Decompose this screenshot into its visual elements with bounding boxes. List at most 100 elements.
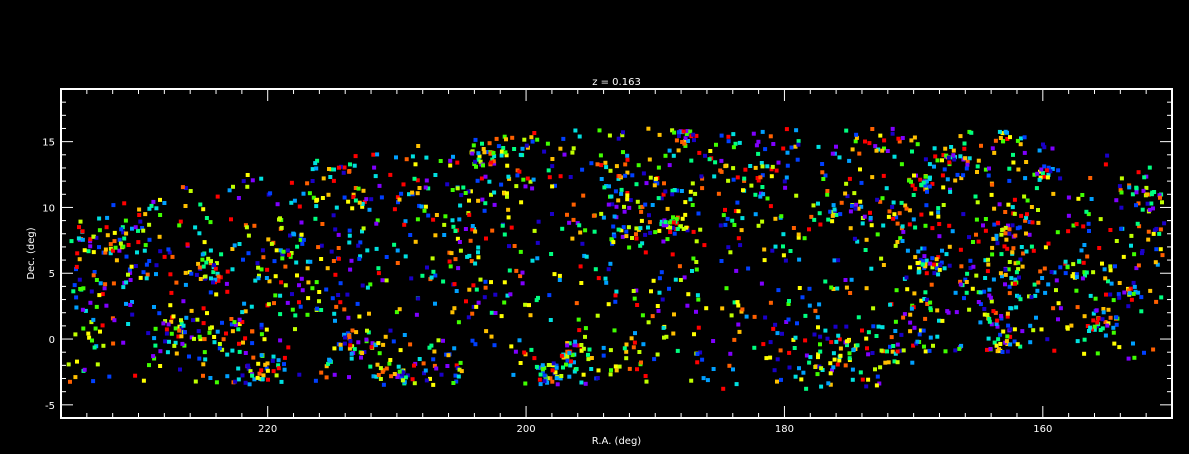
data-point xyxy=(216,278,221,283)
data-point xyxy=(705,378,710,383)
data-point xyxy=(985,269,990,274)
data-point xyxy=(1035,171,1040,176)
data-point xyxy=(507,268,512,273)
data-point xyxy=(465,254,470,259)
data-point xyxy=(752,314,757,319)
data-point xyxy=(990,245,995,250)
data-point xyxy=(179,334,184,339)
data-point xyxy=(837,337,842,342)
data-point xyxy=(985,312,990,317)
data-point xyxy=(962,296,966,301)
data-point xyxy=(397,197,402,202)
data-point xyxy=(751,131,756,136)
data-point xyxy=(624,234,629,239)
data-point xyxy=(336,232,341,237)
data-point xyxy=(732,337,737,342)
data-point xyxy=(112,318,117,323)
data-point xyxy=(580,167,585,172)
data-point xyxy=(201,373,205,378)
data-point xyxy=(461,185,466,190)
data-point xyxy=(574,301,579,306)
data-point xyxy=(856,206,861,211)
data-point xyxy=(888,302,893,307)
data-point xyxy=(580,241,585,246)
data-point xyxy=(620,234,625,239)
data-point xyxy=(927,162,932,167)
data-point xyxy=(634,182,639,187)
data-point xyxy=(1096,316,1101,321)
data-point xyxy=(1140,207,1145,212)
data-point xyxy=(470,311,475,316)
data-point xyxy=(343,335,347,340)
data-point xyxy=(1004,339,1009,344)
data-point xyxy=(130,312,135,317)
data-point xyxy=(880,325,885,330)
data-point xyxy=(1029,295,1034,300)
data-point xyxy=(466,315,471,320)
data-point xyxy=(535,137,540,142)
data-point xyxy=(825,189,830,193)
data-point xyxy=(352,347,357,352)
data-point xyxy=(691,229,696,234)
data-point xyxy=(351,192,356,197)
data-point xyxy=(554,363,559,368)
data-point xyxy=(958,247,963,252)
data-point xyxy=(652,183,657,188)
data-point xyxy=(259,325,264,330)
data-point xyxy=(1003,267,1008,272)
data-point xyxy=(1048,169,1053,174)
data-point xyxy=(607,133,612,138)
data-point xyxy=(818,342,822,347)
data-point xyxy=(947,244,952,249)
data-point xyxy=(982,289,987,294)
data-point xyxy=(1056,168,1061,173)
data-point xyxy=(1109,281,1114,286)
data-point xyxy=(923,174,928,179)
data-point xyxy=(547,293,552,298)
data-point xyxy=(336,293,341,297)
data-point xyxy=(925,302,930,306)
data-point xyxy=(915,261,920,265)
data-point xyxy=(192,336,196,341)
data-point xyxy=(500,223,505,228)
data-point xyxy=(424,378,429,383)
data-point xyxy=(732,223,737,227)
data-point xyxy=(908,312,913,317)
data-point xyxy=(940,158,944,163)
data-point xyxy=(328,175,333,179)
data-point xyxy=(803,338,808,343)
data-point xyxy=(282,367,287,372)
data-point xyxy=(158,349,163,354)
data-point xyxy=(389,374,394,379)
data-point xyxy=(455,160,460,165)
data-point xyxy=(510,135,515,140)
data-point xyxy=(429,343,434,348)
data-point xyxy=(259,353,264,358)
data-point xyxy=(647,213,651,218)
data-point xyxy=(853,139,858,144)
data-point xyxy=(147,237,152,242)
data-point xyxy=(925,189,929,194)
data-point xyxy=(634,226,639,231)
data-point xyxy=(518,361,523,365)
data-point xyxy=(991,236,996,241)
data-point xyxy=(347,336,352,341)
x-tick-label: 220 xyxy=(258,424,277,435)
data-point xyxy=(483,279,488,284)
data-point xyxy=(333,318,337,323)
data-point xyxy=(619,191,624,196)
data-point xyxy=(467,287,472,292)
data-point xyxy=(338,281,343,286)
data-point xyxy=(924,203,929,208)
data-point xyxy=(506,215,511,220)
data-point xyxy=(1134,190,1139,195)
data-point xyxy=(276,363,281,368)
data-point xyxy=(866,330,871,335)
data-point xyxy=(881,263,886,267)
data-point xyxy=(900,224,905,229)
data-point xyxy=(578,230,583,235)
data-point xyxy=(622,346,627,351)
data-point xyxy=(449,251,454,256)
data-point xyxy=(849,277,854,282)
